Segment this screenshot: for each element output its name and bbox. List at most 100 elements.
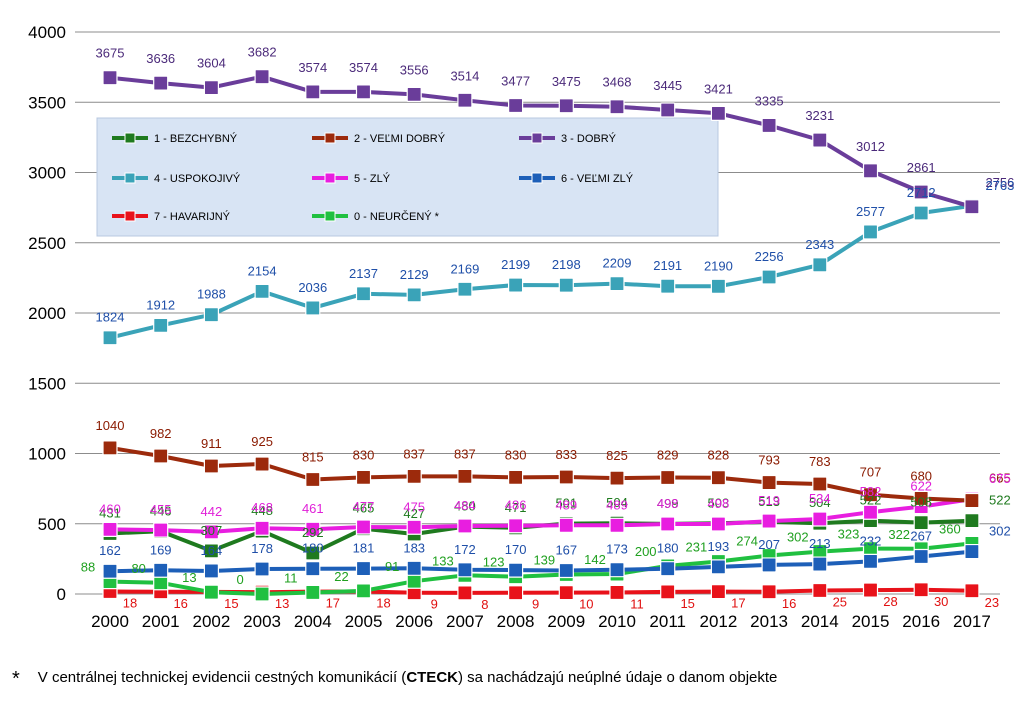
data-point (913, 582, 929, 598)
data-label: 508 (910, 495, 932, 510)
data-point (913, 515, 929, 531)
y-tick-label: 2500 (28, 234, 66, 253)
data-label: 3445 (653, 78, 682, 93)
data-label: 88 (81, 560, 95, 575)
data-point (761, 584, 777, 600)
x-tick-label: 2010 (598, 612, 636, 631)
data-label: 837 (403, 446, 425, 461)
data-point (305, 300, 321, 316)
data-label: 139 (533, 552, 555, 567)
data-point (355, 84, 372, 100)
data-label: 13 (182, 570, 196, 585)
data-label: 830 (505, 447, 527, 462)
x-tick-label: 2008 (497, 612, 535, 631)
data-label: 180 (302, 541, 324, 556)
series-line (109, 74, 973, 209)
data-labels: 431 446 307 448 292 465 427 480 471 501 504 499 503 5… (81, 45, 1015, 612)
data-point (305, 471, 321, 488)
legend-label: 7 - HAVARIJNÝ (154, 210, 231, 223)
data-label: 267 (910, 528, 932, 543)
legend-label: 5 - ZLÝ (354, 172, 391, 185)
data-label: 3636 (146, 51, 175, 66)
data-label: 302 (989, 524, 1011, 539)
data-point (305, 84, 321, 100)
data-point (203, 307, 219, 323)
data-label: 207 (758, 537, 780, 552)
footnote-bold: CTECK (406, 669, 458, 686)
data-point (558, 584, 574, 601)
series-6 (102, 543, 980, 579)
data-label: 489 (606, 497, 628, 512)
data-point (406, 468, 422, 485)
data-label: 498 (657, 496, 679, 511)
data-label: 292 (302, 525, 324, 540)
data-label: 178 (251, 541, 273, 556)
data-point (406, 560, 422, 576)
data-point (862, 504, 879, 520)
legend: 1 - BEZCHYBNÝ 2 - VEĽMI DOBRÝ 3 - DOBRÝ 4 -… (96, 117, 719, 237)
data-label: 534 (809, 491, 831, 506)
x-tick-label: 2013 (750, 612, 788, 631)
data-point (710, 516, 727, 532)
data-point (457, 92, 473, 108)
x-tick-label: 2006 (395, 612, 433, 631)
data-label: 80 (131, 561, 145, 576)
data-label: 503 (708, 495, 730, 510)
x-tick-label: 2003 (243, 612, 281, 631)
data-label: 231 (686, 540, 708, 555)
data-label: 499 (657, 496, 679, 511)
data-label: 3468 (603, 75, 632, 90)
data-point (153, 522, 169, 538)
data-point (153, 562, 169, 578)
data-label: 3514 (450, 68, 479, 83)
data-label: 837 (454, 446, 476, 461)
data-label: 3574 (298, 60, 327, 75)
data-point (355, 469, 372, 485)
data-label: 468 (251, 500, 273, 515)
data-point (710, 470, 727, 486)
data-label: 3604 (197, 56, 226, 71)
data-point (203, 543, 219, 559)
data-label: 0 (236, 572, 243, 587)
data-label: 173 (606, 542, 628, 557)
data-label: 471 (505, 500, 527, 515)
data-point (203, 524, 219, 540)
data-point (457, 518, 473, 534)
data-label: 274 (736, 534, 758, 549)
data-label: 23 (985, 595, 999, 610)
data-point (508, 97, 524, 114)
data-label: 460 (99, 501, 121, 516)
data-point (913, 205, 929, 221)
legend-label: 1 - BEZCHYBNÝ (154, 132, 238, 145)
data-label: 3556 (400, 62, 429, 77)
data-point (406, 519, 422, 535)
data-point (406, 86, 422, 102)
data-label: 142 (584, 552, 606, 567)
data-label: 486 (505, 498, 527, 513)
data-point (355, 583, 372, 599)
y-tick-label: 500 (38, 515, 66, 534)
data-label: 925 (251, 434, 273, 449)
data-label: 2036 (298, 280, 327, 295)
data-point (660, 516, 676, 532)
data-label: 829 (657, 448, 679, 463)
data-label: 484 (454, 498, 476, 513)
data-point (508, 469, 524, 485)
data-label: 911 (201, 436, 222, 451)
data-point (203, 584, 219, 600)
data-point (457, 562, 473, 578)
x-tick-label: 2007 (446, 612, 484, 631)
legend-swatch-marker (531, 172, 543, 184)
data-label: 582 (860, 484, 882, 499)
data-label: 2343 (805, 237, 834, 252)
x-tick-label: 2009 (547, 612, 585, 631)
data-label: 522 (989, 493, 1011, 508)
data-label: 833 (555, 447, 577, 462)
legend-label: 2 - VEĽMI DOBRÝ (354, 132, 446, 145)
data-point (862, 224, 879, 240)
data-label: 3475 (552, 74, 581, 89)
data-point (913, 184, 929, 200)
data-label: 815 (302, 449, 324, 464)
data-point (102, 563, 118, 579)
data-label: 2137 (349, 266, 378, 281)
